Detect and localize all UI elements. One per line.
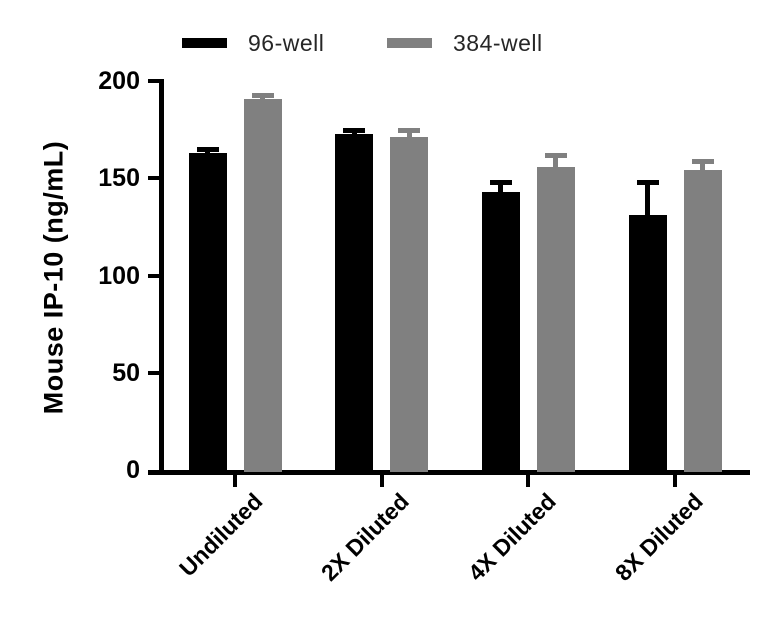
y-tick — [148, 176, 159, 181]
y-tick — [148, 273, 159, 278]
legend-swatch-96-well — [182, 38, 227, 48]
error-bar-stem — [553, 152, 559, 173]
bar — [481, 191, 520, 472]
bar — [243, 98, 282, 472]
y-tick-label: 150 — [98, 164, 140, 193]
x-category-label: Undiluted — [174, 488, 268, 582]
x-category-label: 2X Diluted — [316, 488, 415, 586]
error-bar-cap — [489, 180, 512, 186]
bar — [683, 170, 722, 472]
legend-item-384-well: 384-well — [387, 30, 543, 56]
legend-item-96-well: 96-well — [182, 30, 324, 56]
error-bar-stem — [700, 158, 706, 177]
error-bar-cap — [196, 147, 219, 153]
error-bar-cap — [343, 127, 366, 133]
y-tick-label: 0 — [126, 456, 140, 484]
bar — [390, 137, 429, 472]
bar — [188, 152, 227, 472]
error-bar-cap — [251, 92, 274, 98]
error-bar-cap — [544, 152, 567, 158]
bar — [536, 166, 575, 472]
error-bar-cap — [691, 158, 714, 164]
legend-swatch-384-well — [387, 38, 432, 48]
x-category-label: 8X Diluted — [609, 488, 708, 586]
error-bar-cap — [398, 127, 421, 133]
legend-label-96-well: 96-well — [248, 29, 325, 56]
x-tick — [673, 475, 678, 487]
y-tick — [148, 79, 159, 83]
x-tick — [233, 475, 237, 487]
x-axis-line — [148, 470, 750, 475]
bar — [628, 215, 667, 472]
error-bar-stem — [645, 180, 651, 222]
error-bar-cap — [636, 180, 659, 186]
error-bar-stem — [406, 127, 412, 144]
x-tick — [379, 475, 384, 487]
y-axis-line — [159, 79, 164, 472]
x-tick — [526, 475, 531, 487]
bar — [335, 133, 374, 472]
y-tick-label: 200 — [98, 67, 140, 95]
x-category-label: 4X Diluted — [462, 488, 561, 586]
y-tick — [148, 370, 159, 375]
legend-label-384-well: 384-well — [453, 29, 543, 56]
y-tick-label: 100 — [98, 261, 140, 290]
y-tick-label: 50 — [112, 358, 140, 387]
error-bar-stem — [498, 180, 504, 198]
